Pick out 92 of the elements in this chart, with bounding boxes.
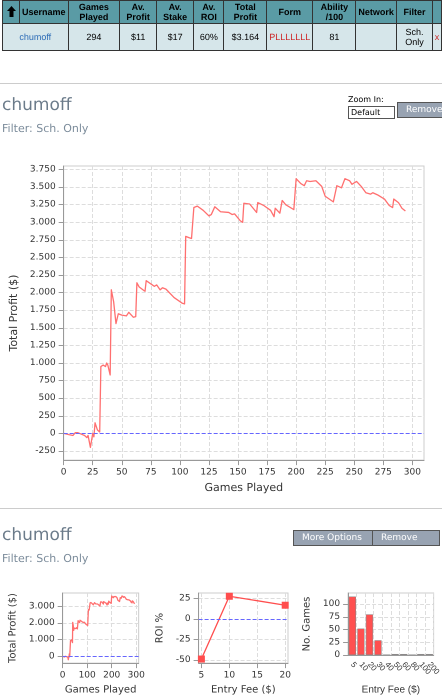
x-tick-label: 100 (78, 670, 96, 681)
y-tick-label: 1.000 (30, 358, 56, 368)
x-axis-title: Games Played (64, 684, 136, 696)
y-tick-label: 3.500 (30, 182, 56, 192)
chart-subtitle: Filter: Sch. Only (2, 122, 88, 135)
y-tick-label: 0 (184, 614, 191, 624)
chart-title: chumoff (2, 525, 72, 545)
x-tick-label: 75 (145, 468, 157, 478)
y-tick-label: 0 (48, 651, 55, 662)
text: 60% (194, 24, 224, 50)
text: $11 (120, 24, 157, 50)
y-tick-label: 2.500 (30, 252, 56, 262)
point (282, 602, 289, 609)
line-series (63, 178, 406, 448)
y-tick-label: 250 (38, 410, 56, 421)
x-tick-label: 10 (224, 670, 236, 681)
text: Form (266, 0, 313, 24)
x-tick-label: 5 (348, 660, 360, 670)
y-tick-label: 50 (328, 624, 340, 635)
x-tick-label: 25 (87, 468, 98, 478)
text: 294 (68, 24, 120, 50)
text: Username (20, 0, 68, 24)
text: Network (356, 0, 396, 24)
y-tick-label: -250 (35, 446, 56, 456)
text: Av. ROI (194, 0, 224, 24)
text: Filter (396, 0, 432, 24)
x-axis-title: Entry Fee ($) (362, 684, 420, 696)
text: Remove (397, 102, 442, 118)
text: Ability /100 (312, 0, 356, 24)
x-tick-label: 50 (116, 468, 128, 478)
y-tick-label: 25 (179, 594, 191, 604)
y-axis-title: No. Games (302, 596, 312, 652)
y-tick-label: 3.000 (28, 601, 55, 612)
text: Default (348, 106, 396, 119)
y-tick-label: 100 (322, 599, 340, 610)
x-axis-title: Entry Fee ($) (210, 684, 276, 696)
x-tick-label: 0 (60, 468, 67, 478)
x-tick-label: 200 (288, 468, 305, 478)
y-tick-label: 2.250 (30, 270, 56, 280)
y-tick-label: 1.750 (30, 305, 56, 316)
text: More Options (293, 530, 373, 546)
chart-title: chumoff (2, 95, 72, 115)
text: chumoff (2, 24, 68, 50)
text: x (432, 24, 442, 50)
point (226, 592, 233, 600)
x-tick-label: 0 (60, 670, 66, 681)
y-tick-label: 1.500 (30, 322, 56, 333)
text: $3.164 (224, 24, 267, 50)
text: Remove (372, 530, 440, 546)
y-axis-title: Total Profit ($) (7, 274, 20, 353)
y-tick-label: -50 (176, 654, 191, 665)
y-tick-label: 0 (334, 650, 340, 660)
y-tick-label: 750 (38, 376, 56, 386)
x-tick-label: 175 (258, 468, 276, 478)
x-tick-label: 20 (279, 670, 292, 681)
y-tick-label: 1.250 (30, 340, 56, 350)
text: PLLLLLLL (266, 24, 313, 50)
x-tick-label: 300 (128, 670, 146, 681)
text: 81 (312, 24, 356, 50)
text: Av. Profit (120, 0, 157, 24)
chart-subtitle: Filter: Sch. Only (2, 552, 88, 565)
x-tick-label: 125 (200, 468, 218, 478)
x-tick-label: 300 (404, 468, 422, 478)
text: Av. Stake (156, 0, 194, 24)
y-tick-label: 1.000 (28, 634, 55, 645)
y-tick-label: 0 (50, 428, 56, 438)
y-tick-label: 3.750 (30, 164, 56, 175)
x-tick-label: 5 (198, 670, 204, 681)
text: Total Profit (224, 0, 267, 24)
y-tick-label: 2.000 (30, 288, 56, 298)
text: $17 (156, 24, 194, 50)
y-tick-label: 500 (38, 393, 56, 404)
x-tick-label: 225 (316, 468, 334, 478)
x-tick-label: 15 (252, 670, 263, 681)
y-tick-label: 25 (328, 637, 340, 648)
text: Sch. Only (396, 24, 432, 50)
y-tick-label: 75 (328, 612, 340, 622)
y-tick-label: 3.250 (30, 200, 56, 210)
y-axis-title: ROI % (154, 612, 166, 644)
y-tick-label: -25 (176, 634, 191, 644)
text: Zoom In: (348, 95, 384, 104)
point (198, 656, 205, 663)
x-tick-label: 200 (103, 670, 121, 681)
x-tick-label: 275 (374, 468, 392, 478)
x-tick-label: 250 (346, 468, 364, 478)
y-tick-label: 2.000 (28, 618, 55, 628)
x-axis-title: Games Played (204, 481, 284, 494)
x-tick-label: 150 (229, 468, 247, 478)
text: Games Played (68, 0, 120, 24)
y-axis-title: Total Profit ($) (8, 592, 18, 664)
y-tick-label: 2.750 (30, 234, 56, 245)
y-tick-label: 3.000 (30, 217, 56, 228)
